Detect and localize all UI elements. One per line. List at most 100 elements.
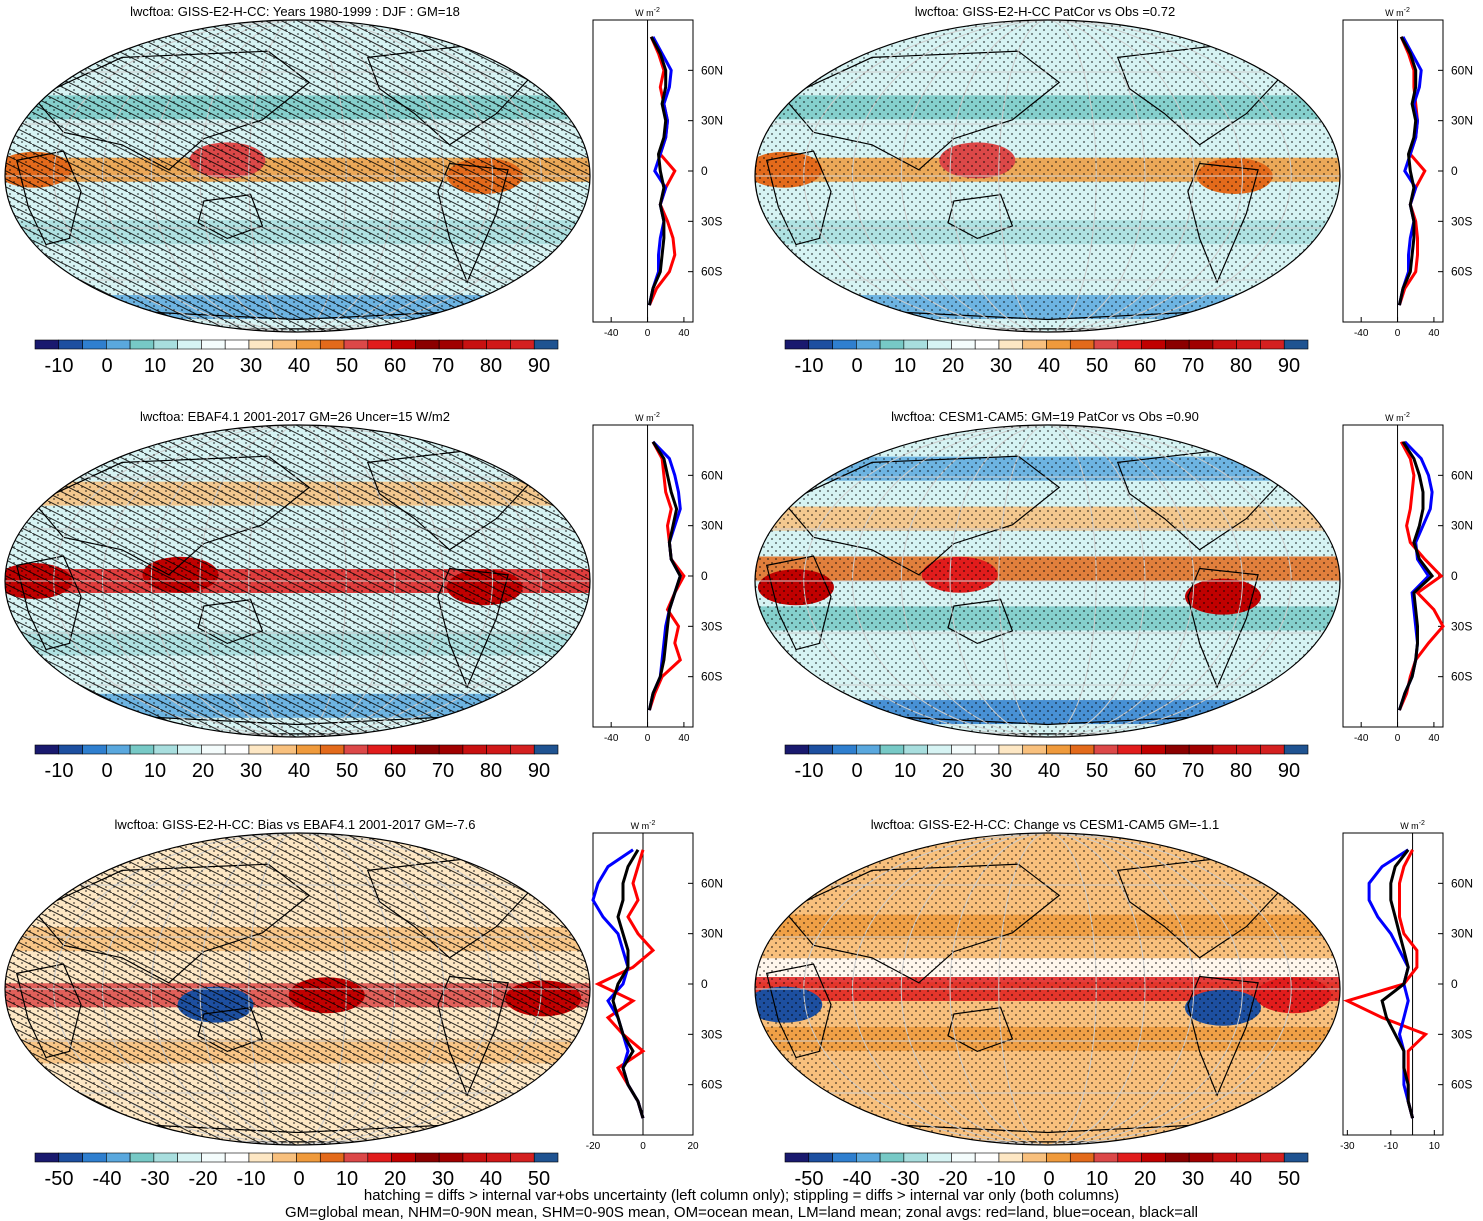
colorbar-swatch bbox=[784, 1152, 810, 1163]
colorbar-swatch bbox=[129, 339, 155, 350]
x-tick-label: 40 bbox=[1428, 328, 1440, 339]
colorbar-label: 50 bbox=[1086, 760, 1108, 782]
zonal-series-red bbox=[648, 36, 677, 306]
colorbar-swatch bbox=[367, 339, 392, 350]
colorbar-swatch bbox=[1046, 1152, 1071, 1163]
zonal-unit: W m-2 bbox=[631, 820, 656, 831]
colorbar-swatch bbox=[1165, 339, 1190, 350]
colorbar-swatch bbox=[1141, 1152, 1166, 1163]
colorbar-label: 50 bbox=[528, 1168, 550, 1190]
zonal-mean-plot: -40 0 40 60N 30N 0 30S 60S W m-2 bbox=[592, 412, 723, 744]
colorbar-label: -10 bbox=[987, 1168, 1016, 1190]
colorbar-label: 80 bbox=[480, 760, 502, 782]
map-border bbox=[754, 424, 1341, 738]
colorbar-label: 10 bbox=[894, 760, 916, 782]
colorbar-label: 60 bbox=[1134, 760, 1156, 782]
y-tick-label: 0 bbox=[1451, 569, 1458, 583]
zonal-series-red bbox=[647, 441, 686, 711]
colorbar-swatch bbox=[34, 744, 60, 755]
colorbar-swatch bbox=[82, 339, 107, 350]
colorbar-label: 20 bbox=[192, 760, 214, 782]
colorbar-swatch bbox=[927, 744, 952, 755]
map-border bbox=[754, 832, 1341, 1146]
colorbar-swatch bbox=[1022, 1152, 1047, 1163]
colorbar-swatch bbox=[1117, 339, 1142, 350]
colorbar-label: 0 bbox=[293, 1168, 304, 1190]
panel-6: lwcftoa: GISS-E2-H-CC: Change vs CESM1-C… bbox=[754, 817, 1473, 1190]
colorbar-label: 80 bbox=[1230, 760, 1252, 782]
colorbar-swatch bbox=[1069, 339, 1095, 350]
colorbar-swatch bbox=[296, 339, 321, 350]
x-tick-label: 20 bbox=[687, 1141, 699, 1152]
colorbar-label: 90 bbox=[528, 355, 550, 377]
zonal-unit: W m-2 bbox=[635, 7, 660, 18]
colorbar-label: -30 bbox=[141, 1168, 170, 1190]
zonal-series-black bbox=[1397, 440, 1435, 711]
x-tick-label: -40 bbox=[1354, 328, 1369, 339]
zonal-unit: W m-2 bbox=[1385, 412, 1410, 423]
colorbar-label: -40 bbox=[843, 1168, 872, 1190]
colorbar-label: 0 bbox=[101, 760, 112, 782]
colorbar-swatch bbox=[1283, 1152, 1309, 1163]
y-tick-label: 30N bbox=[701, 519, 723, 533]
colorbar-label: 10 bbox=[144, 760, 166, 782]
y-tick-label: 0 bbox=[701, 164, 708, 178]
y-tick-label: 60S bbox=[701, 265, 722, 279]
colorbar-swatch bbox=[296, 1152, 321, 1163]
colorbar-swatch bbox=[177, 1152, 202, 1163]
colorbar-swatch bbox=[832, 339, 857, 350]
x-tick-label: -20 bbox=[586, 1141, 601, 1152]
colorbar-swatch bbox=[533, 1152, 559, 1163]
colorbar-swatch bbox=[58, 1152, 83, 1163]
colorbar-swatch bbox=[415, 1152, 440, 1163]
colorbar-label: 0 bbox=[101, 355, 112, 377]
colorbar-swatch bbox=[438, 744, 464, 755]
colorbar-swatch bbox=[951, 744, 976, 755]
colorbar-swatch bbox=[927, 1152, 952, 1163]
colorbar-swatch bbox=[1212, 339, 1237, 350]
colorbar-swatch bbox=[367, 744, 392, 755]
y-tick-label: 0 bbox=[701, 569, 708, 583]
zonal-series-red bbox=[594, 849, 656, 1119]
colorbar-label: 10 bbox=[336, 1168, 358, 1190]
colorbar-swatch bbox=[106, 744, 131, 755]
colorbar-swatch bbox=[856, 1152, 881, 1163]
colorbar-swatch bbox=[533, 339, 559, 350]
colorbar-label: 20 bbox=[1134, 1168, 1156, 1190]
colorbar-swatch bbox=[1260, 339, 1285, 350]
colorbar-swatch bbox=[319, 744, 345, 755]
x-tick-label: 0 bbox=[1395, 328, 1401, 339]
colorbar-swatch bbox=[1046, 339, 1071, 350]
colorbar-swatch bbox=[296, 744, 321, 755]
colorbar-swatch bbox=[343, 339, 369, 350]
colorbar-swatch bbox=[177, 339, 202, 350]
colorbar-swatch bbox=[201, 1152, 226, 1163]
colorbar-swatch bbox=[272, 1152, 297, 1163]
colorbar-swatch bbox=[1093, 339, 1119, 350]
colorbar-label: -50 bbox=[795, 1168, 824, 1190]
colorbar-label: -40 bbox=[93, 1168, 122, 1190]
colorbar-swatch bbox=[58, 339, 83, 350]
y-tick-label: 30S bbox=[701, 619, 722, 633]
colorbar-swatch bbox=[153, 1152, 178, 1163]
colorbar-label: 30 bbox=[240, 355, 262, 377]
colorbar-swatch bbox=[106, 339, 131, 350]
colorbar-swatch bbox=[951, 339, 976, 350]
colorbar-swatch bbox=[998, 339, 1024, 350]
colorbar-swatch bbox=[856, 339, 881, 350]
colorbar-label: -20 bbox=[939, 1168, 968, 1190]
zonal-mean-plot: -20 0 20 60N 30N 0 30S 60S W m-2 bbox=[586, 820, 723, 1152]
colorbar-swatch bbox=[974, 1152, 1000, 1163]
colorbar-swatch bbox=[1188, 744, 1214, 755]
colorbar-swatch bbox=[224, 339, 250, 350]
zonal-unit: W m-2 bbox=[1385, 7, 1410, 18]
colorbar-swatch bbox=[391, 744, 416, 755]
colorbar-label: 90 bbox=[528, 760, 550, 782]
map-field bbox=[755, 20, 1340, 332]
colorbar-swatch bbox=[129, 1152, 155, 1163]
zonal-series-blue bbox=[1397, 36, 1423, 306]
colorbar-swatch bbox=[153, 744, 178, 755]
hatching-overlay bbox=[5, 20, 590, 332]
colorbar-label: -10 bbox=[45, 760, 74, 782]
colorbar-swatch bbox=[879, 1152, 905, 1163]
